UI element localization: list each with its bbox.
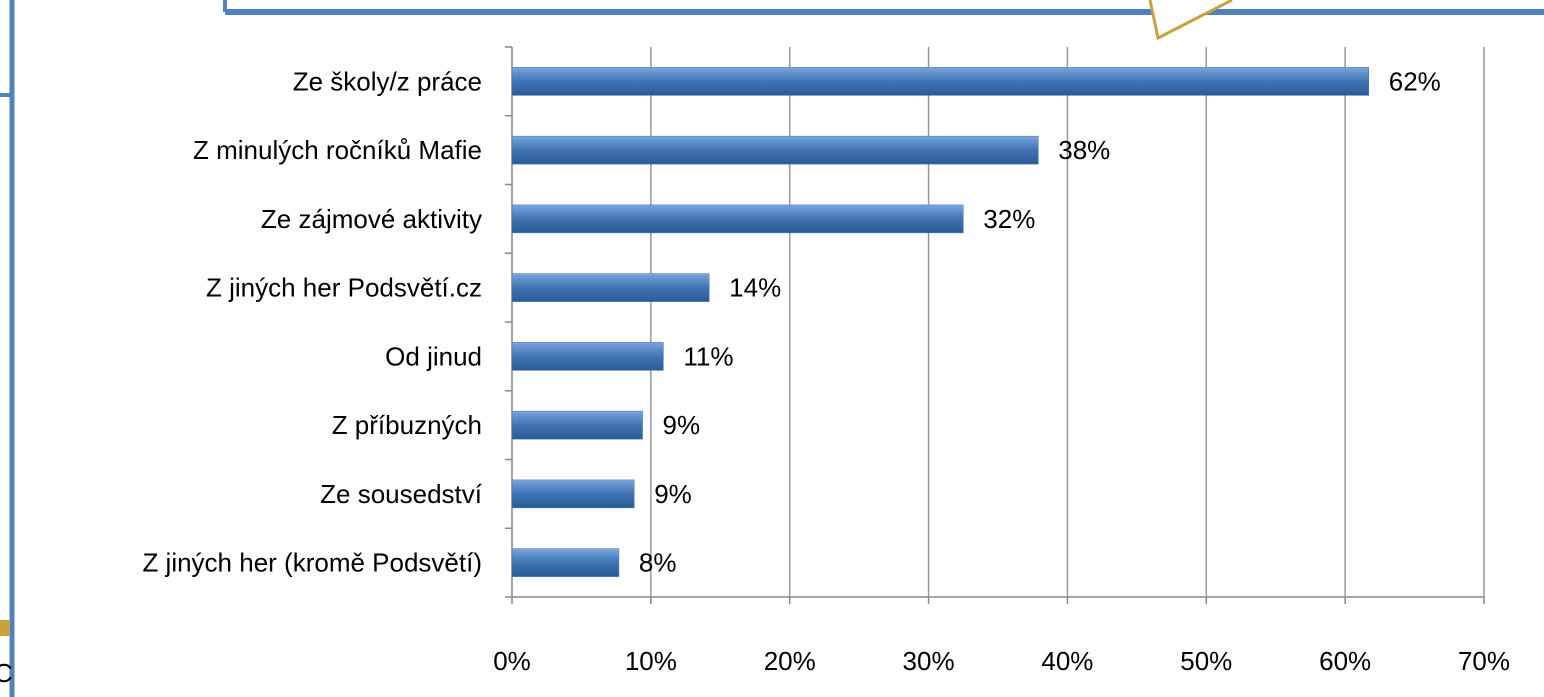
value-label: 8% — [639, 548, 677, 578]
x-tick-label: 0% — [493, 646, 531, 676]
x-tick-label: 70% — [1458, 646, 1510, 676]
x-tick-label: 60% — [1319, 646, 1371, 676]
bar — [511, 410, 643, 440]
x-tick-label: 40% — [1041, 646, 1093, 676]
y-tick-label: Ze sousedství — [320, 479, 483, 509]
value-label: 32% — [983, 204, 1035, 234]
bar — [511, 135, 1039, 165]
y-tick-label: Ze zájmové aktivity — [261, 204, 482, 234]
value-label: 11% — [683, 341, 733, 371]
y-tick-label: Z příbuzných — [332, 410, 482, 440]
y-tick-label: Z jiných her Podsvětí.cz — [206, 273, 482, 303]
bar — [511, 342, 664, 371]
value-label: 9% — [663, 410, 701, 440]
y-tick-label: Z minulých ročníků Mafie — [193, 135, 482, 165]
bar — [511, 67, 1369, 96]
bar — [511, 273, 710, 302]
bar — [511, 548, 620, 577]
y-tick-label: Z jiných her (kromě Podsvětí) — [142, 548, 482, 578]
cut-text: C — [0, 658, 13, 688]
value-label: 38% — [1058, 135, 1110, 165]
x-tick-label: 10% — [625, 646, 677, 676]
x-tick-label: 20% — [764, 646, 816, 676]
x-tick-label: 30% — [903, 646, 955, 676]
value-label: 62% — [1389, 66, 1441, 96]
bar — [511, 479, 635, 509]
value-label: 14% — [729, 273, 781, 303]
x-tick-label: 50% — [1180, 646, 1232, 676]
y-tick-label: Od jinud — [385, 341, 482, 371]
bar — [511, 204, 964, 234]
y-tick-label: Ze školy/z práce — [293, 66, 482, 96]
value-label: 9% — [654, 479, 692, 509]
